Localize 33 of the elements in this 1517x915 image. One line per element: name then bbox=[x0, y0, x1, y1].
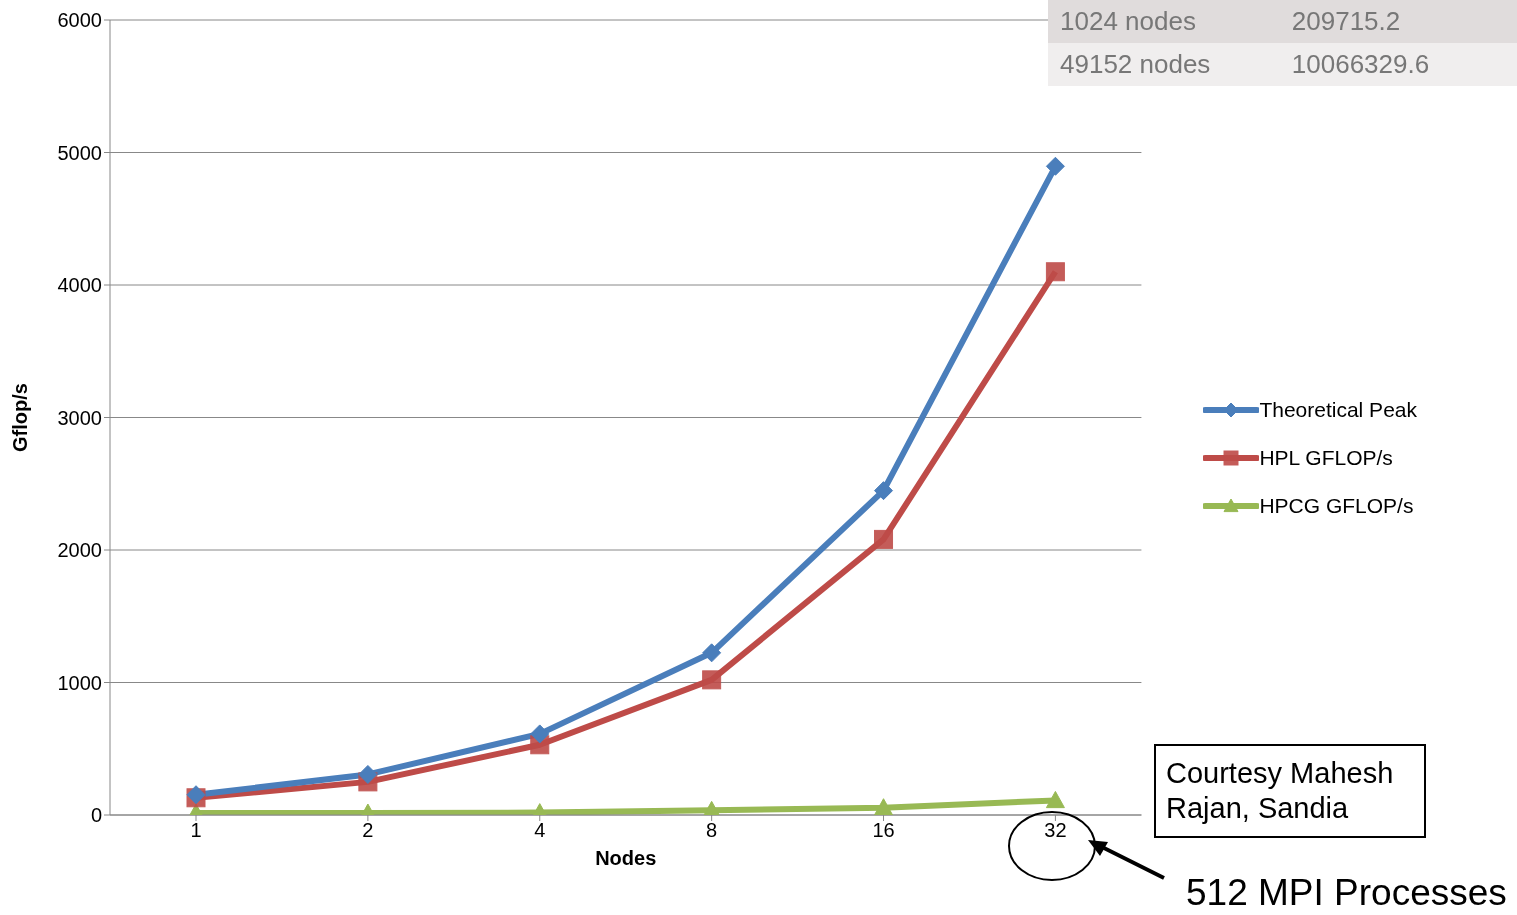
x-axis-title: Nodes bbox=[595, 847, 657, 869]
y-axis-title: Gflop/s bbox=[9, 383, 32, 452]
point bbox=[874, 481, 894, 501]
y-tick-label: 5000 bbox=[57, 141, 102, 164]
x-tick-label: 16 bbox=[872, 819, 895, 842]
x-tick-label: 1 bbox=[190, 819, 202, 842]
legend-label: Theoretical Peak bbox=[1259, 396, 1417, 423]
annotation: 1024 nodes bbox=[1048, 0, 1280, 43]
point bbox=[874, 529, 894, 549]
x-tick-label: 8 bbox=[706, 819, 718, 842]
point bbox=[1045, 790, 1065, 809]
y-tick-label: 2000 bbox=[57, 539, 102, 562]
point bbox=[1045, 156, 1065, 176]
y-tick-label: 1000 bbox=[57, 671, 102, 694]
point bbox=[702, 643, 722, 663]
point bbox=[702, 670, 722, 690]
point bbox=[530, 724, 550, 744]
y-tick-label: 3000 bbox=[57, 406, 102, 429]
legend-label: HPCG GFLOP/s bbox=[1259, 492, 1414, 519]
y-tick-label: 4000 bbox=[57, 274, 102, 297]
point bbox=[358, 764, 378, 784]
info-table: 1024 nodes 209715.2 49152 nodes 10066329.6 bbox=[1048, 0, 1517, 86]
text: Courtesy Mahesh Rajan, Sandia bbox=[1154, 744, 1426, 838]
x-tick-label: 32 bbox=[1044, 819, 1067, 842]
legend-label: HPL GFLOP/s bbox=[1259, 444, 1393, 471]
point bbox=[874, 798, 894, 815]
annotation: 49152 nodes bbox=[1048, 43, 1280, 86]
point bbox=[1045, 262, 1065, 282]
y-tick-label: 0 bbox=[90, 804, 102, 827]
x-tick-label: 2 bbox=[362, 819, 374, 842]
text: 512 MPI Processes bbox=[1186, 872, 1507, 914]
x-tick-label: 4 bbox=[534, 819, 546, 842]
y-tick-label: 6000 bbox=[57, 9, 102, 32]
